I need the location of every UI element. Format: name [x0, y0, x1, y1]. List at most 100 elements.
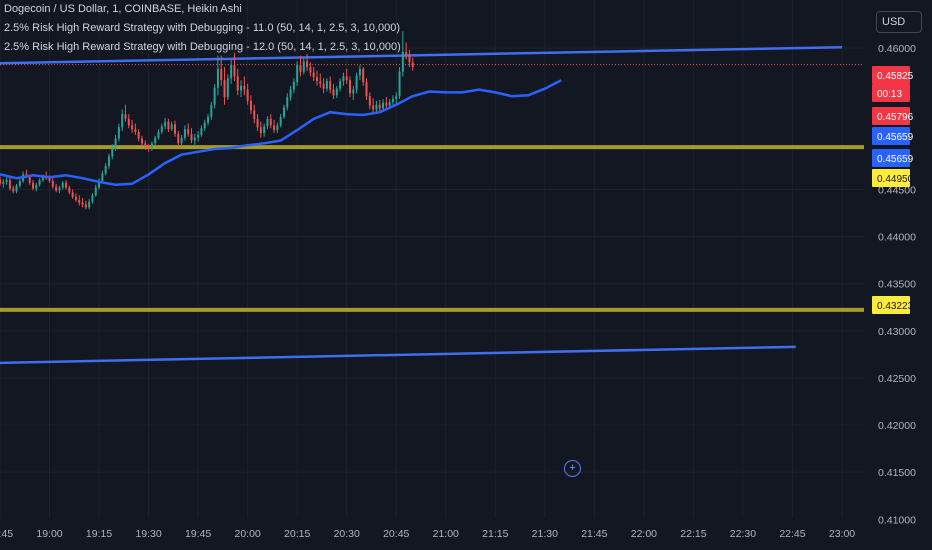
candle-body	[388, 101, 391, 106]
candle	[266, 115, 269, 130]
candle-body	[375, 104, 378, 110]
candle	[332, 83, 335, 100]
candle	[131, 119, 134, 133]
chart-legend: Dogecoin / US Dollar, 1, COINBASE, Heiki…	[4, 0, 401, 57]
candle-body	[286, 97, 289, 108]
candle-body	[8, 180, 11, 189]
candle	[315, 70, 318, 86]
candle	[306, 53, 309, 71]
x-tick-label: 18:45	[0, 528, 13, 540]
candle-body	[236, 76, 239, 91]
candle	[157, 129, 160, 140]
candle	[378, 99, 381, 113]
candle	[12, 185, 15, 194]
candle-body	[104, 165, 107, 174]
candle	[391, 95, 394, 105]
candle-body	[216, 68, 219, 88]
y-tick-label: 0.42500	[878, 373, 916, 385]
candle	[223, 66, 226, 105]
candle	[226, 74, 229, 100]
candle-body	[18, 181, 21, 186]
price-tag-label: 0.45825	[877, 71, 914, 82]
candle-body	[322, 83, 325, 89]
candle-body	[358, 68, 361, 76]
candle-body	[365, 82, 368, 97]
candle-body	[28, 176, 31, 183]
symbol-title[interactable]: Dogecoin / US Dollar, 1, COINBASE, Heiki…	[4, 3, 242, 15]
price-tag-label: 0.44950	[877, 174, 914, 185]
price-tag: 0.44950	[872, 169, 914, 187]
candle-body	[190, 133, 193, 141]
candle	[38, 178, 41, 187]
candle	[71, 189, 74, 199]
candle	[243, 76, 246, 96]
candle	[88, 198, 91, 210]
price-tag-box	[872, 169, 910, 187]
candle	[84, 200, 87, 210]
candle	[259, 121, 262, 138]
x-tick-label: 22:15	[680, 528, 706, 540]
candle-body	[74, 197, 77, 200]
candle	[160, 123, 163, 134]
x-tick-label: 22:45	[779, 528, 805, 540]
candle	[101, 170, 104, 183]
x-tick-label: 20:45	[383, 528, 409, 540]
x-tick-label: 22:30	[730, 528, 756, 540]
candle-body	[114, 138, 117, 149]
candle	[253, 104, 256, 124]
crosshair-plus-icon[interactable]: +	[564, 460, 581, 477]
price-tag: 0.45659	[872, 149, 914, 167]
candle	[65, 180, 68, 190]
price-tag-box	[872, 149, 910, 167]
indicator-legend-2[interactable]: 2.5% Risk High Reward Strategy with Debu…	[4, 41, 401, 53]
y-tick-label: 0.44500	[878, 184, 916, 196]
candle-body	[273, 125, 276, 131]
candle	[91, 193, 94, 204]
candle-body	[276, 125, 279, 131]
candle	[114, 134, 117, 151]
candle	[230, 59, 233, 84]
indicator-legend-1[interactable]: 2.5% Risk High Reward Strategy with Debu…	[4, 22, 401, 34]
price-tag-box	[872, 296, 910, 314]
candle	[325, 78, 328, 92]
candle	[382, 99, 385, 112]
candle-body	[355, 75, 358, 90]
candle	[35, 182, 38, 192]
candle	[55, 183, 58, 193]
candle	[282, 104, 285, 119]
price-tag-label: 0.45659	[877, 154, 914, 165]
candle	[121, 109, 124, 132]
candle	[405, 42, 408, 60]
candle-body	[315, 77, 318, 82]
x-tick-label: 20:00	[235, 528, 261, 540]
x-tick-label: 21:15	[482, 528, 508, 540]
candle-body	[240, 85, 243, 91]
candle	[58, 185, 61, 194]
candle	[309, 62, 312, 77]
currency-button[interactable]: USD	[876, 11, 922, 33]
candle	[385, 97, 388, 109]
candle	[147, 144, 150, 152]
candle	[398, 66, 401, 100]
candle-body	[193, 137, 196, 141]
candle	[345, 68, 348, 84]
candle-body	[160, 126, 163, 132]
candle-body	[107, 156, 110, 166]
candle	[335, 85, 338, 99]
price-tag: 0.45825	[872, 66, 914, 84]
candle-body	[154, 137, 157, 144]
candle-body	[339, 81, 342, 89]
candle	[51, 178, 54, 189]
candle	[8, 177, 11, 191]
candle	[395, 92, 398, 104]
x-tick-label: 21:30	[532, 528, 558, 540]
candle	[127, 114, 130, 129]
candle	[203, 119, 206, 132]
candle	[94, 184, 97, 198]
candles	[0, 31, 414, 210]
candle	[140, 135, 143, 147]
candle-body	[306, 61, 309, 67]
candle	[207, 114, 210, 126]
candle	[302, 57, 305, 75]
